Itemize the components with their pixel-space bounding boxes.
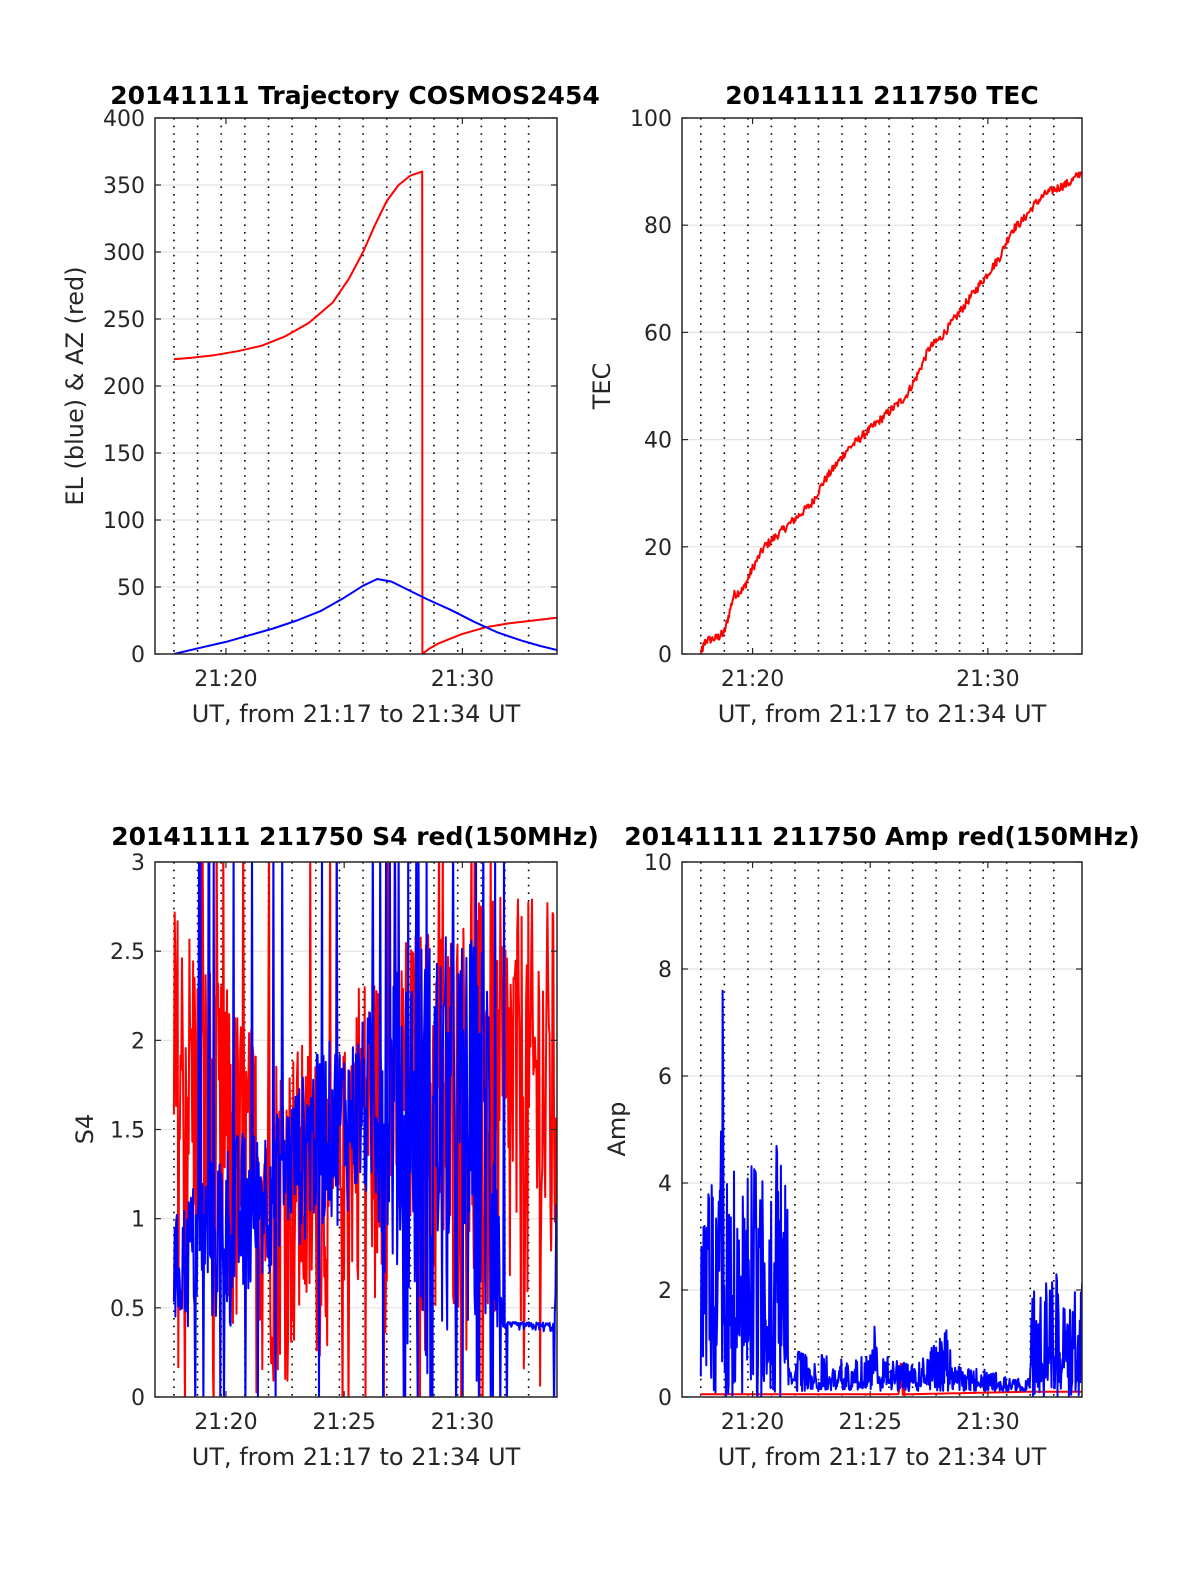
y-tick-label: 1.5 xyxy=(110,1119,145,1144)
trajectory-series-red xyxy=(173,170,557,654)
tec-ylabel: TEC xyxy=(588,363,616,411)
x-tick-label: 21:20 xyxy=(721,1410,784,1435)
y-tick-label: 3 xyxy=(131,851,145,876)
y-tick-label: 10 xyxy=(644,851,672,876)
y-tick-label: 400 xyxy=(103,107,145,132)
s4-ylabel: S4 xyxy=(71,1114,99,1145)
tec-plot-area xyxy=(682,118,1082,654)
s4-series-red xyxy=(172,862,557,1397)
trajectory-series-blue xyxy=(173,578,557,654)
x-tick-label: 21:30 xyxy=(956,667,1019,692)
trajectory-title: 20141111 Trajectory COSMOS2454 xyxy=(110,81,600,110)
y-tick-label: 350 xyxy=(103,174,145,199)
trajectory-xlabel: UT, from 21:17 to 21:34 UT xyxy=(192,700,521,728)
y-tick-label: 2 xyxy=(658,1279,672,1304)
y-tick-label: 1 xyxy=(131,1208,145,1233)
amp-series-red xyxy=(700,1362,1082,1397)
x-tick-label: 21:30 xyxy=(956,1410,1019,1435)
x-tick-label: 21:30 xyxy=(431,667,494,692)
y-tick-label: 4 xyxy=(658,1172,672,1197)
y-tick-label: 80 xyxy=(644,214,672,239)
y-tick-label: 60 xyxy=(644,321,672,346)
x-tick-label: 21:20 xyxy=(721,667,784,692)
amp-panel: 0 2 4 6 8 10 21:20 21:25 21:30 20141111 211750 Am… xyxy=(603,822,1140,1471)
s4-panel: 0 0.5 1 1.5 2 2.5 3 21:20 21:25 21:30 20141111 211… xyxy=(71,822,599,1471)
y-tick-label: 150 xyxy=(103,442,145,467)
y-tick-label: 0 xyxy=(131,643,145,668)
y-tick-label: 40 xyxy=(644,429,672,454)
y-tick-label: 250 xyxy=(103,308,145,333)
s4-series-blue xyxy=(172,862,557,1397)
y-tick-label: 6 xyxy=(658,1065,672,1090)
y-tick-label: 0.5 xyxy=(110,1297,145,1322)
x-tick-label: 21:30 xyxy=(431,1410,494,1435)
tec-panel: 0 20 40 60 80 100 21:20 21:30 20141111 211750 TE… xyxy=(588,81,1083,728)
amp-title: 20141111 211750 Amp red(150MHz) xyxy=(624,822,1140,851)
y-tick-label: 100 xyxy=(103,509,145,534)
tec-series-red xyxy=(699,171,1082,654)
amp-xlabel: UT, from 21:17 to 21:34 UT xyxy=(718,1443,1047,1471)
trajectory-ylabel: EL (blue) & AZ (red) xyxy=(61,266,89,505)
y-tick-label: 50 xyxy=(117,576,145,601)
tec-title: 20141111 211750 TEC xyxy=(725,81,1038,110)
amp-ylabel: Amp xyxy=(603,1101,631,1156)
s4-xlabel: UT, from 21:17 to 21:34 UT xyxy=(192,1443,521,1471)
y-tick-label: 8 xyxy=(658,958,672,983)
amp-axes-frame xyxy=(681,861,1083,1398)
y-tick-label: 20 xyxy=(644,536,672,561)
y-tick-label: 0 xyxy=(131,1386,145,1411)
trajectory-panel: 0 50 100 150 200 250 300 350 400 21:20 21:30 201411… xyxy=(61,81,600,728)
y-tick-label: 2 xyxy=(131,1029,145,1054)
amp-series-blue xyxy=(699,989,1082,1397)
y-tick-label: 300 xyxy=(103,241,145,266)
y-tick-label: 0 xyxy=(658,643,672,668)
x-tick-label: 21:20 xyxy=(194,1410,257,1435)
x-tick-label: 21:20 xyxy=(194,667,257,692)
tec-xlabel: UT, from 21:17 to 21:34 UT xyxy=(718,700,1047,728)
y-tick-label: 0 xyxy=(658,1386,672,1411)
s4-title: 20141111 211750 S4 red(150MHz) xyxy=(111,822,599,851)
tec-axes-frame xyxy=(681,117,1083,655)
y-tick-label: 100 xyxy=(630,107,672,132)
x-tick-label: 21:25 xyxy=(839,1410,902,1435)
x-tick-label: 21:25 xyxy=(312,1410,375,1435)
y-tick-label: 2.5 xyxy=(110,940,145,965)
y-tick-label: 200 xyxy=(103,375,145,400)
